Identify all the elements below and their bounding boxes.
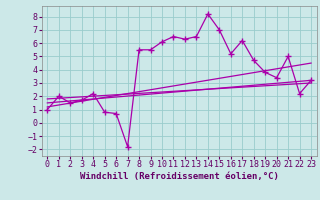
X-axis label: Windchill (Refroidissement éolien,°C): Windchill (Refroidissement éolien,°C) [80, 172, 279, 181]
